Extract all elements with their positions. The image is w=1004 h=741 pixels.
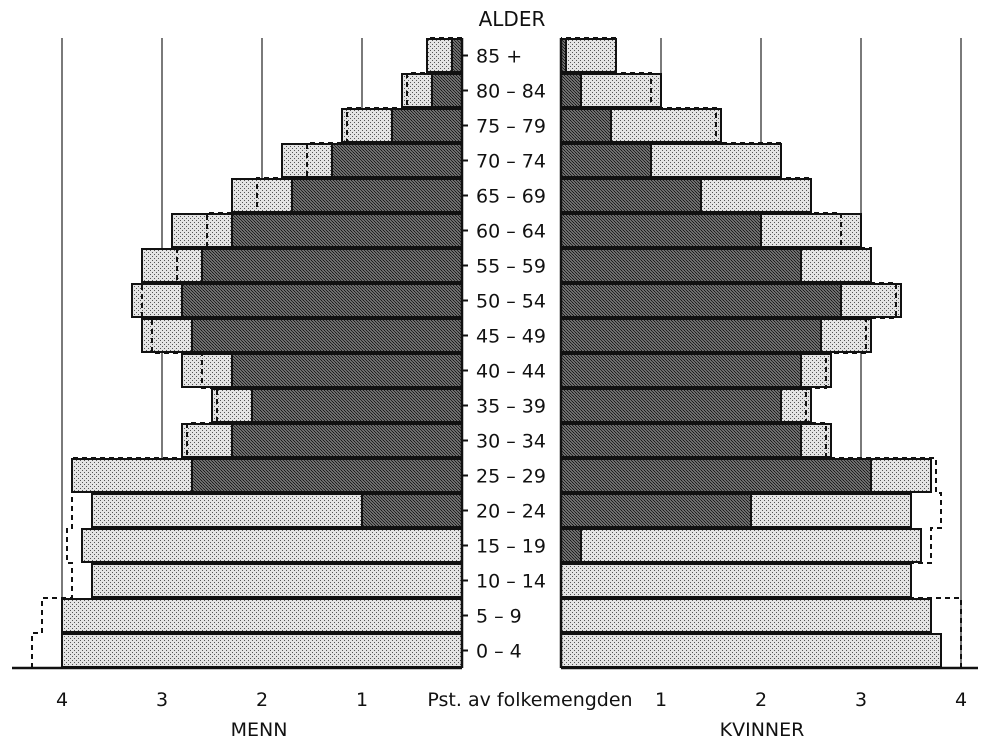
bar-dark [451,38,463,73]
bar-total [560,528,922,563]
men-bars [61,38,463,668]
men-tick-label: 4 [56,689,68,711]
age-group-labels: 0 – 4 5 – 9 10 – 14 15 – 19 20 – 24 25 – 29 30… [462,46,546,663]
bar-dark [231,213,463,248]
women-label: KVINNER [720,719,805,741]
age-label: 5 – 9 [476,606,522,628]
bar-dark [560,423,802,458]
bar-total [560,598,932,633]
bar-total [81,528,463,563]
age-label: 0 – 4 [476,641,522,663]
men-tick-label: 3 [156,689,168,711]
bar-dark [560,248,802,283]
bar-total [560,38,617,73]
women-tick-label: 1 [655,689,667,711]
bar-dark [331,143,463,178]
age-label: 45 – 49 [476,326,546,348]
x-axis-label: Pst. av folkemengden [427,689,632,711]
bar-dark [231,423,463,458]
bar-total [560,633,942,668]
bar-dark [560,528,582,563]
age-label: 20 – 24 [476,501,546,523]
bar-dark [361,493,463,528]
age-label: 30 – 34 [476,431,546,453]
women-dashed-outline [561,37,962,668]
bar-total [560,563,912,598]
age-label: 75 – 79 [476,116,546,138]
age-label: 55 – 59 [476,256,546,278]
women-tick-label: 2 [755,689,767,711]
men-tick-label: 1 [356,689,368,711]
women-bars [560,38,942,668]
bar-dark [431,73,463,108]
bar-dark [251,388,463,423]
bar-total [61,598,463,633]
x-tick-labels: 1 1 2 2 3 3 4 4 [56,689,967,711]
bar-dark [391,108,463,143]
bar-dark [191,458,463,493]
bar-dark [560,318,822,353]
bar-dark [231,353,463,388]
bar-total [61,633,463,668]
age-label: 10 – 14 [476,571,546,593]
men-tick-label: 2 [256,689,268,711]
bar-total [91,563,463,598]
age-label: 40 – 44 [476,361,546,383]
age-label: 35 – 39 [476,396,546,418]
age-label: 80 – 84 [476,81,546,103]
dashed-outline [561,37,962,668]
bar-dark [560,493,752,528]
x-axes [12,38,978,670]
women-tick-label: 3 [855,689,867,711]
bar-dark [560,353,802,388]
bar-dark [560,458,872,493]
bar-dark [560,73,582,108]
bar-dark [560,213,762,248]
bar-dark [560,143,652,178]
chart-title: ALDER [479,7,546,31]
age-label: 85 + [476,46,522,68]
age-label: 50 – 54 [476,291,546,313]
bar-dark [560,108,612,143]
age-label: 70 – 74 [476,151,546,173]
men-label: MENN [231,719,288,741]
bar-dark [291,178,463,213]
age-label: 60 – 64 [476,221,546,243]
bar-dark [560,388,782,423]
bar-dark [181,283,463,318]
bar-dark [560,178,702,213]
bar-dark [560,283,842,318]
age-label: 15 – 19 [476,536,546,558]
bar-dark [201,248,463,283]
bar-dark [191,318,463,353]
women-tick-label: 4 [955,689,967,711]
age-label: 25 – 29 [476,466,546,488]
age-label: 65 – 69 [476,186,546,208]
